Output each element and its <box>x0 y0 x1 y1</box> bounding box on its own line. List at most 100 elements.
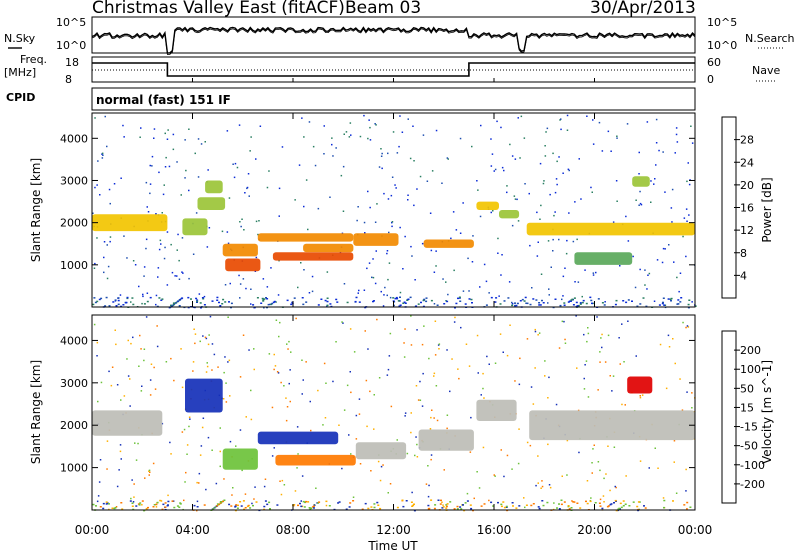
clutter-point <box>203 304 206 306</box>
clutter-point <box>175 301 178 304</box>
clutter-point <box>445 504 448 506</box>
noise-point <box>166 231 169 233</box>
noise-point <box>410 412 412 414</box>
x-axis-label: Time UT <box>367 539 418 553</box>
noise-point <box>671 221 673 223</box>
noise-point <box>616 200 618 202</box>
noise-point <box>621 323 623 325</box>
clutter-point <box>403 301 406 303</box>
clutter-point <box>149 296 152 299</box>
noise-point <box>383 192 385 195</box>
noise-point <box>382 305 385 307</box>
clutter-point <box>446 300 449 303</box>
noise-point <box>198 293 201 295</box>
noise-point <box>219 465 221 468</box>
noise-point <box>540 204 542 207</box>
clutter-point <box>173 303 176 305</box>
clutter-point <box>199 302 202 304</box>
clutter-point <box>546 501 549 504</box>
clutter-point <box>262 300 265 302</box>
clutter-point <box>216 299 219 301</box>
clutter-point <box>329 303 332 305</box>
noise-point <box>211 343 214 345</box>
clutter-point <box>525 302 528 304</box>
noise-point <box>286 343 288 345</box>
clutter-point <box>290 303 293 306</box>
clutter-point <box>570 300 572 302</box>
noise-point <box>635 355 637 357</box>
clutter-point <box>236 507 239 509</box>
clutter-point <box>228 503 231 506</box>
noise-point <box>648 272 651 275</box>
noise-point <box>380 290 382 293</box>
noise-point <box>110 384 113 387</box>
velocity-colorbar-label: Velocity [m s^-1] <box>760 360 774 464</box>
clutter-point <box>563 302 566 304</box>
noise-point <box>647 274 649 276</box>
noise-point <box>435 385 438 387</box>
clutter-point <box>413 503 415 505</box>
clutter-point <box>264 500 267 502</box>
noise-point <box>366 267 368 270</box>
clutter-point <box>554 298 557 300</box>
noise-point <box>686 220 688 222</box>
y-tick-label: 3000 <box>60 174 88 187</box>
noise-point <box>138 365 140 367</box>
clutter-point <box>328 505 331 507</box>
noise-point <box>248 349 250 351</box>
power-colorbar-label: Power [dB] <box>760 177 774 242</box>
clutter-point <box>615 299 618 302</box>
noise-point <box>423 325 425 327</box>
clutter-point <box>117 299 120 302</box>
colorbar-tick-label: 20 <box>740 179 754 192</box>
noise-point <box>146 292 149 294</box>
noise-point <box>635 199 637 201</box>
noise-point <box>503 475 505 478</box>
noise-point <box>244 192 246 194</box>
clutter-point <box>514 302 516 304</box>
noise-point <box>309 400 311 403</box>
noise-point <box>217 366 219 368</box>
noise-point <box>132 260 135 262</box>
noise-point <box>415 385 418 387</box>
noise-point <box>378 377 381 379</box>
clutter-point <box>104 305 107 307</box>
clutter-point <box>216 505 219 507</box>
noise-point <box>496 120 498 123</box>
clutter-point <box>155 503 158 506</box>
noise-point <box>497 237 499 240</box>
noise-point <box>560 128 562 131</box>
clutter-point <box>662 301 664 304</box>
noise-point <box>141 385 143 387</box>
noise-point <box>494 168 497 171</box>
noise-point <box>468 290 470 292</box>
noise-point <box>607 334 610 337</box>
noise-point <box>145 316 148 318</box>
noise-point <box>156 325 158 327</box>
noise-point <box>446 427 448 430</box>
noise-point <box>539 162 542 165</box>
noise-point <box>224 356 226 358</box>
figure-title: Christmas Valley East (fitACF) <box>92 0 345 18</box>
noise-point <box>674 152 676 154</box>
clutter-point <box>589 296 592 299</box>
noise-point <box>603 477 605 480</box>
clutter-point <box>694 305 697 307</box>
noise-point <box>241 469 243 472</box>
noise-point <box>223 478 225 480</box>
noise-point <box>414 279 416 281</box>
noise-point <box>388 262 391 264</box>
noise-point <box>311 290 314 293</box>
noise-point <box>685 255 687 258</box>
clutter-point <box>138 504 141 506</box>
noise-point <box>547 397 549 399</box>
noise-right-tick-low: 10^0 <box>707 39 737 52</box>
clutter-point <box>326 304 329 307</box>
noise-point <box>232 487 234 489</box>
noise-point <box>96 184 98 186</box>
clutter-point <box>567 505 570 507</box>
clutter-point <box>572 501 575 503</box>
nave-label: Nave <box>752 64 780 77</box>
noise-point <box>673 461 675 463</box>
noise-point <box>422 134 425 136</box>
